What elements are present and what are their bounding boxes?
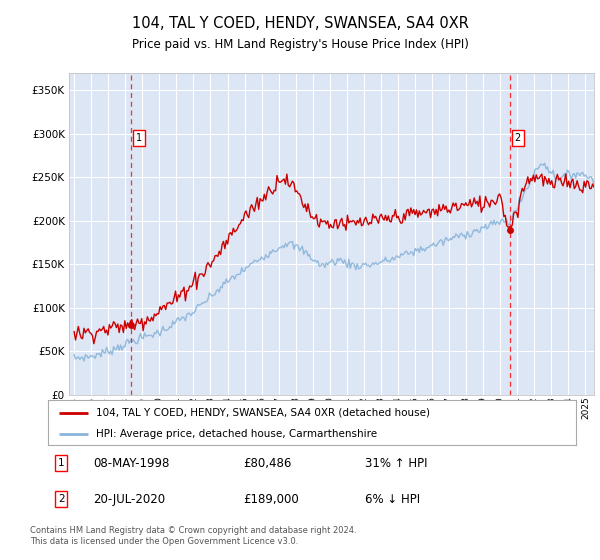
- Text: £189,000: £189,000: [244, 493, 299, 506]
- Text: £80,486: £80,486: [244, 456, 292, 470]
- Text: 104, TAL Y COED, HENDY, SWANSEA, SA4 0XR: 104, TAL Y COED, HENDY, SWANSEA, SA4 0XR: [131, 16, 469, 31]
- Text: 20-JUL-2020: 20-JUL-2020: [93, 493, 165, 506]
- Text: 2: 2: [515, 133, 521, 143]
- Text: Contains HM Land Registry data © Crown copyright and database right 2024.
This d: Contains HM Land Registry data © Crown c…: [30, 526, 356, 546]
- Text: Price paid vs. HM Land Registry's House Price Index (HPI): Price paid vs. HM Land Registry's House …: [131, 38, 469, 51]
- Text: 1: 1: [136, 133, 143, 143]
- Text: HPI: Average price, detached house, Carmarthenshire: HPI: Average price, detached house, Carm…: [95, 429, 377, 439]
- Text: 1: 1: [58, 458, 65, 468]
- Text: 2: 2: [58, 494, 65, 505]
- Text: 6% ↓ HPI: 6% ↓ HPI: [365, 493, 420, 506]
- Text: 08-MAY-1998: 08-MAY-1998: [93, 456, 169, 470]
- Text: 104, TAL Y COED, HENDY, SWANSEA, SA4 0XR (detached house): 104, TAL Y COED, HENDY, SWANSEA, SA4 0XR…: [95, 408, 430, 418]
- Text: 31% ↑ HPI: 31% ↑ HPI: [365, 456, 427, 470]
